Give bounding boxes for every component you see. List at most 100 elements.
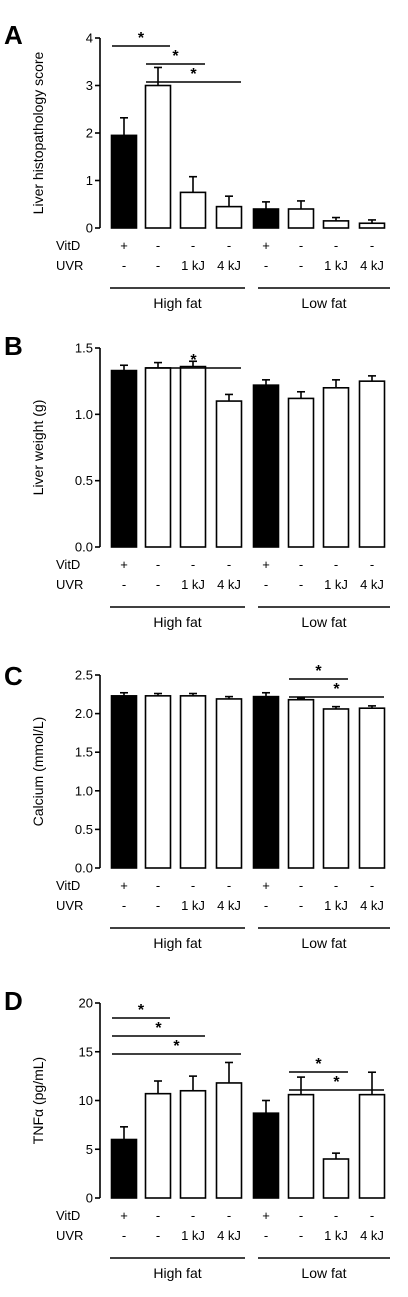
bar (358, 222, 386, 229)
panel-letter: B (4, 331, 23, 361)
vitd-value: - (334, 557, 338, 572)
uvr-value: - (122, 577, 126, 592)
bar (144, 695, 172, 869)
uvr-value: 1 kJ (181, 1228, 205, 1243)
uvr-value: - (264, 577, 268, 592)
bar (287, 1093, 315, 1199)
uvr-value: - (122, 898, 126, 913)
vitd-value: - (156, 1208, 160, 1223)
uvr-value: - (264, 258, 268, 273)
y-tick-label: 1.5 (75, 745, 93, 760)
uvr-row-label: UVR (56, 577, 83, 592)
bar (144, 84, 172, 229)
bar (322, 1158, 350, 1199)
bar (358, 1093, 386, 1199)
uvr-value: 4 kJ (360, 898, 384, 913)
vitd-value: - (334, 878, 338, 893)
vitd-value: + (120, 238, 128, 253)
bar (287, 698, 315, 869)
y-tick-label: 2.5 (75, 668, 93, 683)
group-label: Low fat (301, 614, 346, 630)
vitd-value: - (299, 557, 303, 572)
y-tick-label: 4 (86, 31, 93, 46)
bar (322, 220, 350, 229)
vitd-value: - (299, 238, 303, 253)
vitd-value: + (120, 557, 128, 572)
y-tick-label: 20 (79, 996, 93, 1011)
bar (215, 698, 243, 869)
y-tick-label: 0 (86, 221, 93, 236)
bar (215, 1082, 243, 1199)
bar (179, 365, 207, 548)
bar (358, 380, 386, 548)
uvr-value: - (299, 258, 303, 273)
significance-star: * (172, 48, 179, 65)
group-label: High fat (153, 1265, 201, 1281)
uvr-value: 4 kJ (360, 577, 384, 592)
uvr-value: 4 kJ (217, 1228, 241, 1243)
significance-star: * (138, 1002, 145, 1019)
vitd-value: - (156, 878, 160, 893)
uvr-value: - (299, 1228, 303, 1243)
uvr-value: 1 kJ (181, 898, 205, 913)
group-label: High fat (153, 295, 201, 311)
uvr-value: - (156, 577, 160, 592)
y-tick-label: 5 (86, 1142, 93, 1157)
panel-a: A Liver histopathology score 0 1 2 3 4 * * * VitD U… (4, 20, 390, 311)
y-tick-label: 0.5 (75, 473, 93, 488)
uvr-row-label: UVR (56, 1228, 83, 1243)
significance-star: * (333, 1074, 340, 1091)
uvr-value: - (156, 1228, 160, 1243)
uvr-value: - (156, 258, 160, 273)
group-label: Low fat (301, 935, 346, 951)
uvr-value: 4 kJ (360, 258, 384, 273)
uvr-value: 4 kJ (217, 258, 241, 273)
bar (287, 397, 315, 548)
group-label: High fat (153, 935, 201, 951)
uvr-value: 1 kJ (181, 577, 205, 592)
uvr-value: - (156, 898, 160, 913)
uvr-value: 4 kJ (360, 1228, 384, 1243)
vitd-value: - (191, 1208, 195, 1223)
vitd-value: + (262, 238, 270, 253)
y-tick-label: 1.0 (75, 407, 93, 422)
significance-star: * (173, 1038, 180, 1055)
vitd-value: + (262, 878, 270, 893)
bar (179, 191, 207, 229)
vitd-value: - (227, 238, 231, 253)
y-tick-label: 2.0 (75, 706, 93, 721)
bar (215, 400, 243, 548)
bar (287, 208, 315, 229)
panel-letter: C (4, 661, 23, 691)
group-label: Low fat (301, 1265, 346, 1281)
vitd-value: - (191, 557, 195, 572)
significance-star: * (333, 681, 340, 698)
bar (110, 134, 138, 229)
bar (252, 208, 280, 229)
bar (215, 205, 243, 229)
y-tick-label: 15 (79, 1044, 93, 1059)
vitd-value: - (370, 557, 374, 572)
panel-letter: A (4, 20, 23, 50)
vitd-value: - (334, 238, 338, 253)
uvr-value: - (122, 1228, 126, 1243)
y-axis-label: TNFα (pg/mL) (30, 1057, 46, 1144)
y-tick-label: 1.5 (75, 341, 93, 356)
uvr-value: 4 kJ (217, 898, 241, 913)
vitd-value: - (370, 878, 374, 893)
bar (322, 708, 350, 869)
vitd-value: - (156, 238, 160, 253)
vitd-value: - (299, 878, 303, 893)
y-axis-label: Liver histopathology score (30, 51, 46, 214)
y-tick-label: 10 (79, 1093, 93, 1108)
y-tick-label: 1 (86, 173, 93, 188)
vitd-row-label: VitD (56, 1208, 80, 1223)
bar (322, 386, 350, 548)
bar (110, 695, 138, 869)
vitd-value: - (191, 878, 195, 893)
uvr-value: 1 kJ (324, 258, 348, 273)
uvr-value: 1 kJ (181, 258, 205, 273)
y-tick-label: 1.0 (75, 783, 93, 798)
uvr-value: - (299, 898, 303, 913)
